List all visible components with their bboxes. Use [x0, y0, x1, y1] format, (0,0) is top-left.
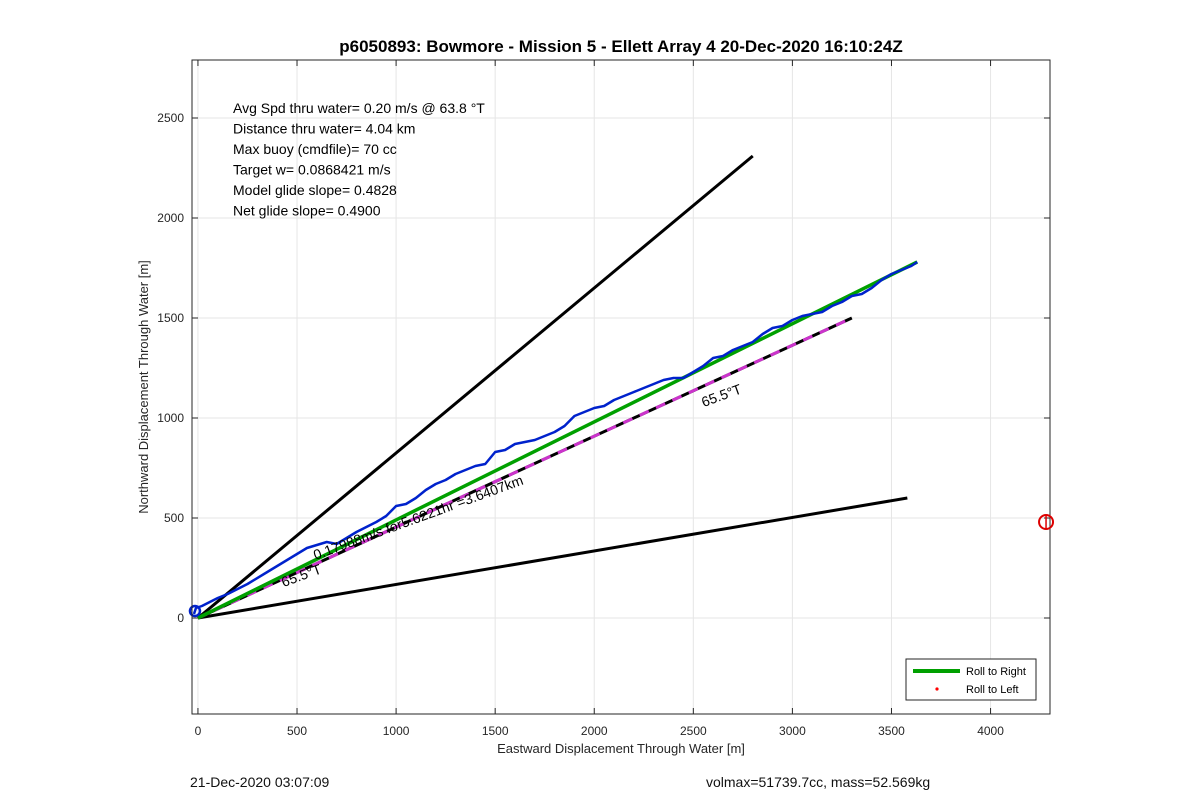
y-tick-label: 0 [177, 611, 184, 625]
stats-text: Avg Spd thru water= 0.20 m/s @ 63.8 °T Di… [233, 100, 485, 219]
grid [192, 60, 1050, 714]
stats-line: Max buoy (cmdfile)= 70 cc [233, 141, 397, 157]
stats-line: Model glide slope= 0.4828 [233, 182, 397, 198]
x-tick-label: 3500 [878, 724, 905, 738]
legend: Roll to Right Roll to Left [905, 658, 1037, 701]
x-tick-label: 2000 [581, 724, 608, 738]
x-tick-label: 4000 [977, 724, 1004, 738]
y-tick-label: 1000 [157, 411, 184, 425]
x-tick-label: 1500 [482, 724, 509, 738]
x-tick-label: 3000 [779, 724, 806, 738]
series [188, 260, 919, 620]
ticks: 0 500 1000 1500 2000 2500 3000 3500 4000 0 500 1000… [157, 60, 1050, 738]
reference-lines [196, 154, 908, 620]
x-tick-label: 1000 [383, 724, 410, 738]
y-tick-label: 1500 [157, 311, 184, 325]
x-tick-label: 500 [287, 724, 307, 738]
series-line-1 [192, 260, 918, 615]
stats-line: Distance thru water= 4.04 km [233, 121, 415, 137]
legend-label-roll-left: Roll to Left [966, 684, 1019, 696]
series-line-0 [197, 260, 919, 620]
stats-line: Target w= 0.0868421 m/s [233, 162, 391, 178]
plot-area [192, 60, 1050, 714]
reference-line-lower [197, 496, 908, 620]
footer-mass-info: volmax=51739.7cc, mass=52.569kg [706, 774, 931, 790]
y-tick-label: 500 [164, 511, 184, 525]
chart-title: p6050893: Bowmore - Mission 5 - Ellett A… [339, 37, 902, 56]
x-axis-label: Eastward Displacement Through Water [m] [497, 741, 745, 756]
outlier-marker-layer [1038, 514, 1055, 530]
reference-line-heading-dashes [197, 316, 853, 620]
x-tick-label: 2500 [680, 724, 707, 738]
track-start-loop [188, 604, 202, 618]
stats-line: Net glide slope= 0.4900 [233, 203, 381, 219]
footer-timestamp: 21-Dec-2020 03:07:09 [190, 774, 330, 790]
y-axis-label: Northward Displacement Through Water [m] [136, 260, 151, 514]
legend-label-roll-right: Roll to Right [966, 666, 1026, 678]
legend-swatch-roll-left [935, 687, 939, 691]
plot-frame [191, 59, 1051, 715]
x-tick-label: 0 [195, 724, 202, 738]
stats-line: Avg Spd thru water= 0.20 m/s @ 63.8 °T [233, 100, 485, 116]
y-tick-label: 2000 [157, 211, 184, 225]
legend-box [905, 658, 1037, 701]
y-tick-label: 2500 [157, 111, 184, 125]
reference-line-upper [196, 154, 754, 620]
